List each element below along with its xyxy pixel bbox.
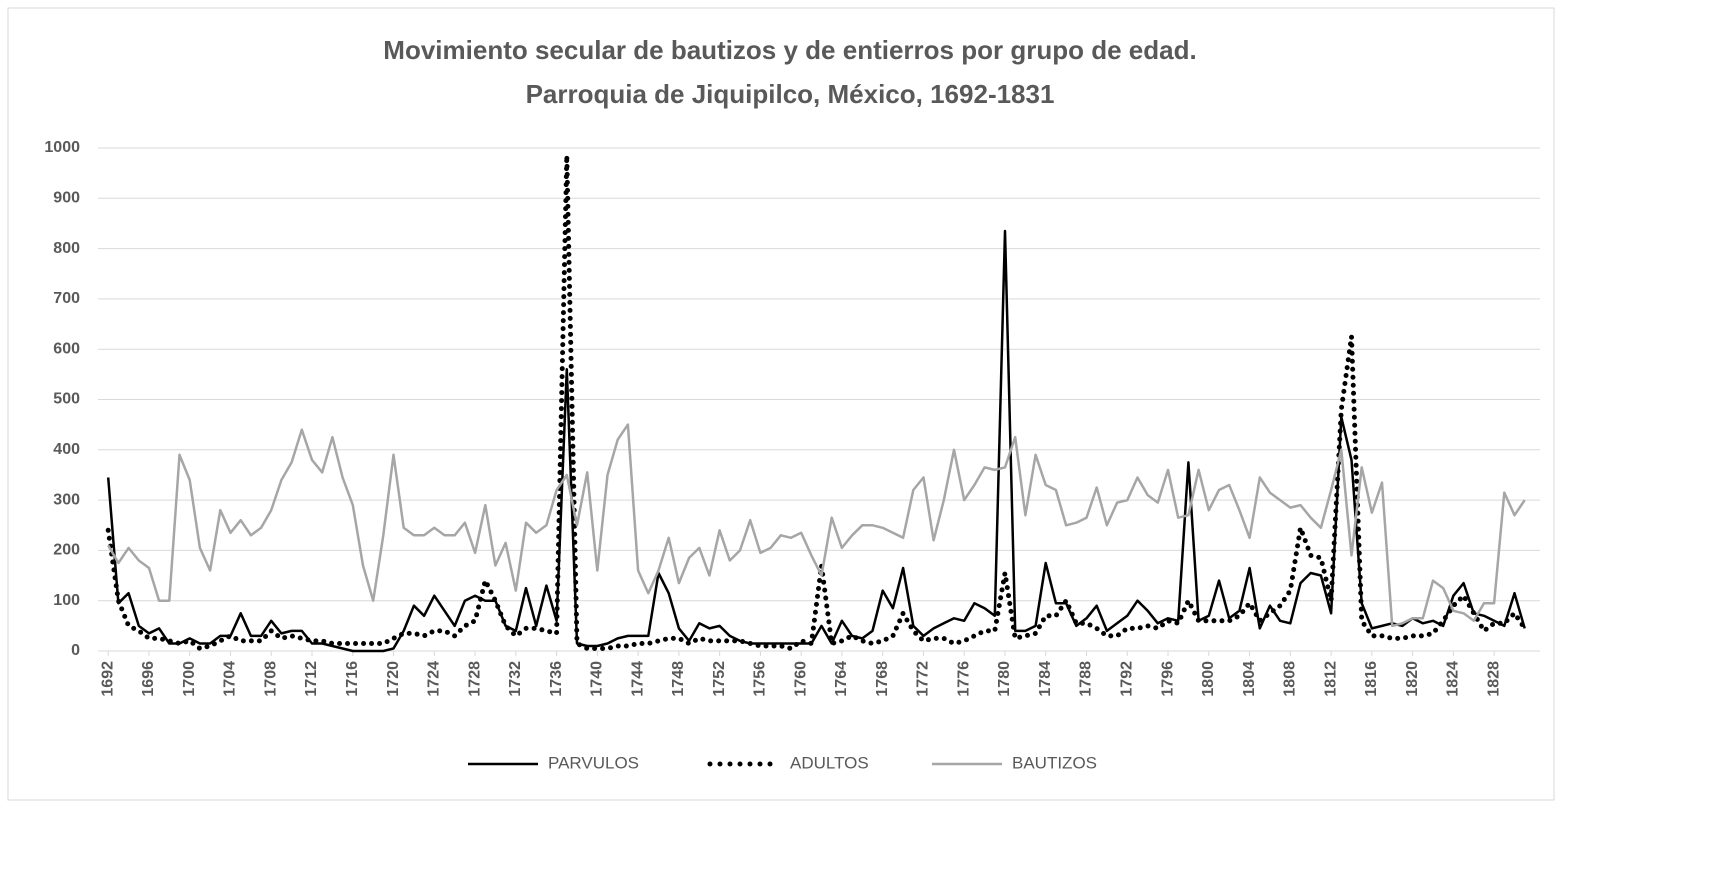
x-tick-label: 1788 [1078,661,1095,697]
x-tick-label: 1760 [792,661,809,697]
legend-label: BAUTIZOS [1012,753,1097,772]
x-tick-label: 1724 [426,661,443,697]
x-tick-label: 1752 [711,661,728,697]
y-tick-label: 0 [71,642,80,659]
y-tick-label: 400 [53,441,80,458]
x-tick-label: 1780 [996,661,1013,697]
x-tick-label: 1736 [548,661,565,697]
x-tick-label: 1740 [589,661,606,697]
x-tick-label: 1744 [629,661,646,697]
y-tick-label: 200 [53,542,80,559]
y-tick-label: 900 [53,190,80,207]
x-tick-label: 1800 [1200,661,1217,697]
x-tick-label: 1748 [670,661,687,697]
x-tick-label: 1776 [955,661,972,697]
x-tick-label: 1772 [915,661,932,697]
x-tick-label: 1796 [1159,661,1176,697]
y-tick-label: 500 [53,391,80,408]
x-tick-label: 1732 [507,661,524,697]
x-tick-label: 1712 [303,661,320,697]
chart-frame [7,7,1555,801]
y-tick-label: 100 [53,592,80,609]
x-tick-label: 1828 [1485,661,1502,697]
x-tick-label: 1792 [1118,661,1135,697]
x-tick-label: 1708 [262,661,279,697]
x-tick-label: 1804 [1241,661,1258,697]
x-tick-label: 1808 [1282,661,1299,697]
legend-label: PARVULOS [548,753,639,772]
series-line [105,153,1528,651]
legend-label: ADULTOS [790,753,869,772]
x-tick-label: 1768 [874,661,891,697]
x-tick-label: 1696 [140,661,157,697]
x-tick-label: 1728 [466,661,483,697]
x-tick-label: 1756 [752,661,769,697]
y-tick-label: 1000 [44,139,80,156]
series-line [106,229,1526,653]
x-tick-label: 1720 [385,661,402,697]
x-tick-label: 1700 [181,661,198,697]
x-tick-label: 1716 [344,661,361,697]
chart-subtitle: Parroquia de Jiquipilco, México, 1692-18… [526,79,1055,109]
x-tick-label: 1784 [1037,661,1054,697]
x-tick-label: 1704 [222,661,239,697]
y-tick-label: 600 [53,340,80,357]
y-tick-label: 800 [53,240,80,257]
y-tick-label: 300 [53,491,80,508]
x-tick-label: 1820 [1404,661,1421,697]
x-tick-label: 1764 [833,661,850,697]
x-tick-label: 1824 [1445,661,1462,697]
series-line [107,423,1526,628]
x-tick-label: 1816 [1363,661,1380,697]
y-tick-label: 700 [53,290,80,307]
chart-title: Movimiento secular de bautizos y de enti… [383,35,1196,65]
x-tick-label: 1812 [1322,661,1339,697]
x-tick-label: 1692 [99,661,116,697]
